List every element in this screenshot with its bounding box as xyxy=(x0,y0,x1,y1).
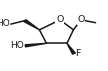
Polygon shape xyxy=(25,43,46,47)
Polygon shape xyxy=(67,43,75,54)
Text: O: O xyxy=(56,15,64,24)
Text: HO: HO xyxy=(11,41,24,50)
Text: O: O xyxy=(77,15,85,24)
Polygon shape xyxy=(24,20,39,30)
Text: HO: HO xyxy=(0,19,10,28)
Text: F: F xyxy=(75,49,80,58)
